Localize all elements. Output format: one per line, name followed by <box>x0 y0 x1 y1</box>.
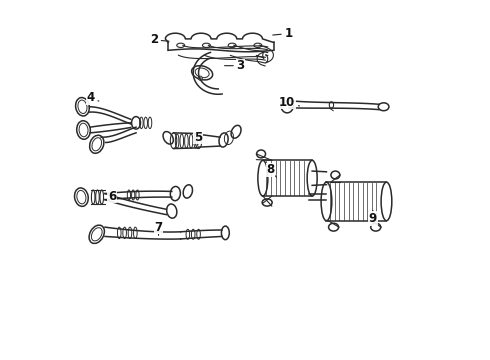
Text: 4: 4 <box>87 91 99 104</box>
Text: 2: 2 <box>150 33 169 46</box>
Text: 5: 5 <box>194 131 202 145</box>
Circle shape <box>198 76 202 80</box>
Text: 10: 10 <box>279 96 299 109</box>
Text: 3: 3 <box>224 59 245 72</box>
Text: 1: 1 <box>273 27 293 40</box>
Text: 9: 9 <box>369 210 377 225</box>
Text: 8: 8 <box>267 163 276 177</box>
Text: 6: 6 <box>108 190 122 203</box>
Text: 7: 7 <box>154 221 163 235</box>
